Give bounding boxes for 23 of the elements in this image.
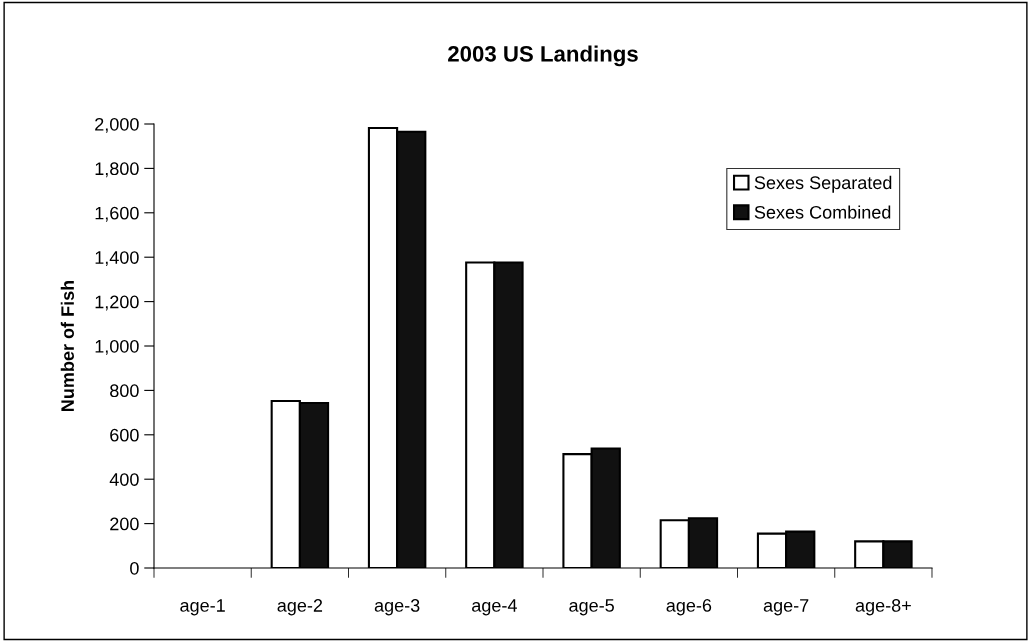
x-tick-label: age-2: [277, 599, 323, 616]
y-axis-title: Number of Fish: [60, 280, 74, 411]
legend-label: Sexes Combined: [754, 205, 891, 219]
x-tick-label: age-4: [472, 599, 517, 616]
legend-label: Sexes Separated: [754, 175, 892, 193]
y-tick-label: 1,600: [95, 206, 139, 222]
y-tick-label: 400: [109, 473, 139, 486]
chart-title: 2003 US Landings: [448, 45, 638, 67]
y-tick-label: 1,400: [95, 251, 139, 267]
y-tick-label: 1,200: [95, 295, 139, 311]
x-tick-label: age-3: [374, 599, 420, 616]
x-tick-label: age-1: [180, 599, 225, 616]
y-tick-label: 600: [110, 428, 139, 442]
x-tick-label: age-7: [763, 599, 809, 616]
y-tick-label: 2,000: [95, 117, 139, 133]
y-tick-label: 1,000: [95, 339, 139, 355]
y-tick-label: 1,800: [95, 162, 139, 178]
y-tick-label: 800: [110, 384, 139, 398]
x-tick-label: age-6: [666, 599, 712, 616]
y-tick-label: 0: [130, 561, 139, 575]
y-tick-label: 200: [110, 517, 139, 531]
x-tick-label: age-8+: [855, 599, 911, 616]
x-tick-label: age-5: [569, 599, 614, 616]
